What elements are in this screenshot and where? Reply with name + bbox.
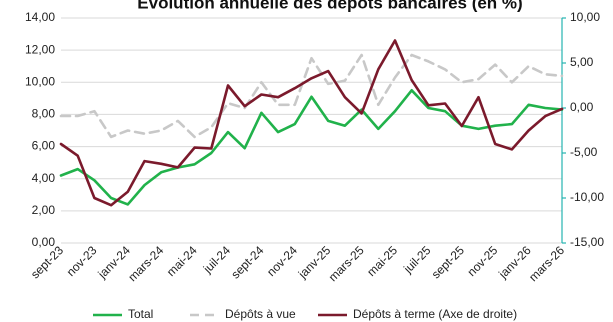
left-tick-label: 0,00 — [32, 235, 56, 249]
x-tick-label: nov-23 — [64, 243, 100, 279]
x-tick-label: mai-24 — [164, 243, 200, 279]
x-tick-label: mars-24 — [125, 243, 166, 284]
chart-title: Evolution annuelle des dépôts bancaires … — [137, 0, 522, 12]
left-tick-label: 14,00 — [25, 10, 55, 24]
legend-label-1: Dépôts à vue — [225, 307, 296, 321]
x-tick-label: sept-24 — [228, 243, 266, 281]
series-line-2 — [59, 39, 564, 207]
right-tick-label: 0,00 — [570, 100, 594, 114]
legend-label-2: Dépôts à terme (Axe de droite) — [353, 307, 517, 321]
left-tick-label: 10,00 — [25, 74, 55, 88]
right-tick-label: -5,00 — [570, 145, 598, 159]
left-tick-label: 6,00 — [32, 139, 56, 153]
left-axis: 0,00 2,00 4,00 6,00 8,00 10,00 12,00 14,00 — [25, 10, 55, 249]
x-tick-label: mai-25 — [364, 243, 400, 279]
x-tick-label: mars-25 — [326, 243, 367, 284]
right-axis: -15,00 -10,00 -5,00 0,00 5,00 10,00 — [561, 10, 604, 249]
left-tick-label: 2,00 — [32, 203, 56, 217]
right-tick-label: 10,00 — [570, 10, 600, 24]
left-tick-label: 12,00 — [25, 42, 55, 56]
series-line-0 — [59, 89, 564, 206]
left-tick-label: 8,00 — [32, 107, 56, 121]
left-tick-label: 4,00 — [32, 171, 56, 185]
right-tick-label: -15,00 — [570, 235, 604, 249]
gridlines — [61, 17, 562, 244]
series-line-1 — [59, 53, 564, 139]
legend: Total Dépôts à vue Dépôts à terme (Axe de … — [93, 307, 517, 321]
series-layer — [59, 39, 564, 207]
legend-label-0: Total — [128, 307, 153, 321]
right-tick-label: 5,00 — [570, 55, 594, 69]
x-tick-label: mars-26 — [526, 243, 567, 284]
x-tick-label: nov-24 — [264, 243, 300, 279]
x-tick-label: sept-25 — [429, 243, 467, 281]
right-tick-label: -10,00 — [570, 190, 604, 204]
x-tick-label: nov-25 — [464, 243, 500, 279]
